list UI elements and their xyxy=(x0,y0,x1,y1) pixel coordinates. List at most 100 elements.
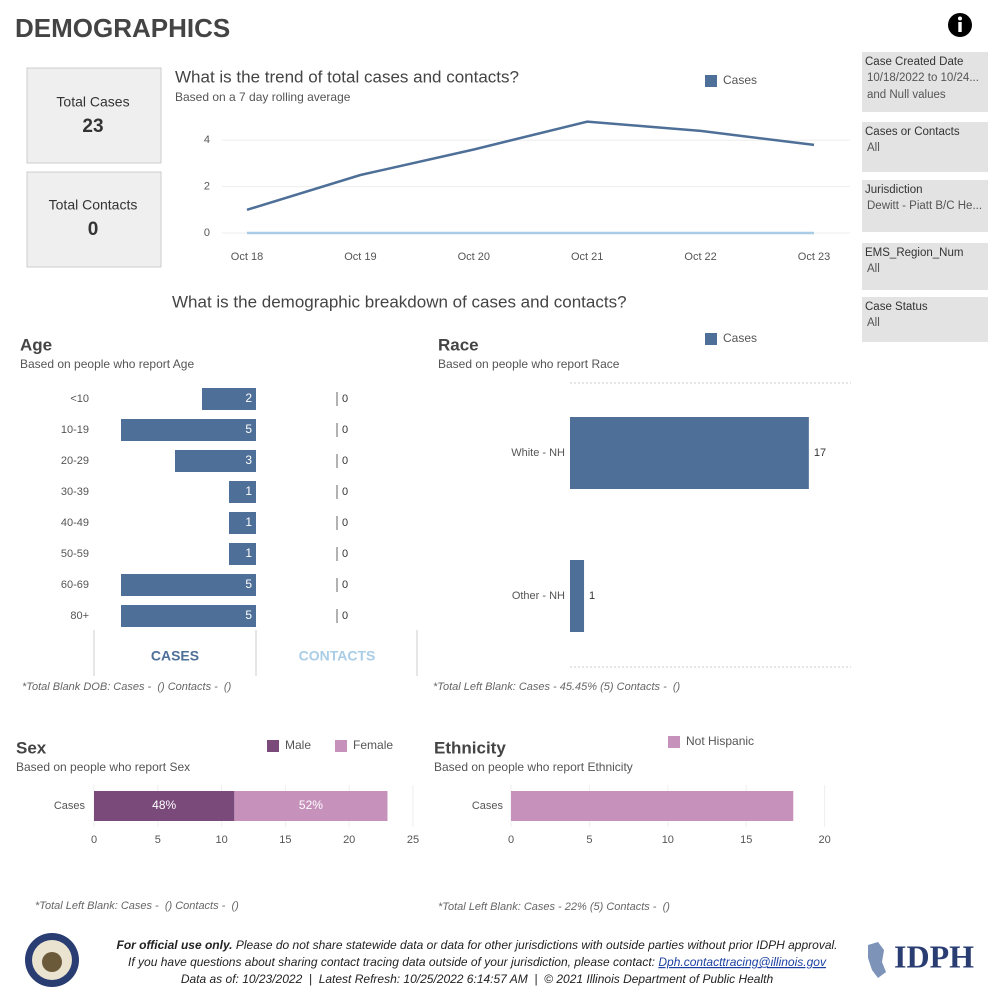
value-label: 1 xyxy=(245,546,252,560)
kpi-box xyxy=(26,171,162,268)
legend-swatch xyxy=(335,740,348,752)
category-label: Cases xyxy=(472,800,504,812)
filter-value[interactable]: All xyxy=(867,263,880,275)
x-tick-label: Oct 19 xyxy=(344,251,376,263)
value-label: 52% xyxy=(299,798,323,812)
filter-value[interactable]: All xyxy=(867,317,880,329)
seal-center xyxy=(42,952,62,972)
filter-label[interactable]: Case Created Date xyxy=(865,56,963,68)
chart-title: Race xyxy=(438,335,479,354)
line-series xyxy=(246,120,815,211)
value-label: 1 xyxy=(245,515,252,529)
x-tick-label: Oct 20 xyxy=(458,251,490,263)
y-tick-label: 2 xyxy=(204,181,210,193)
bar-segment xyxy=(234,791,388,821)
value-label: 0 xyxy=(342,610,348,622)
chart-note: *Total Blank DOB: Cases - () Contacts - … xyxy=(22,681,232,693)
value-label: 5 xyxy=(245,608,252,622)
seal xyxy=(25,933,79,987)
kpi-label: Total Cases xyxy=(56,94,129,110)
value-label: 0 xyxy=(342,455,348,467)
chart-subtitle: Based on people who report Ethnicity xyxy=(434,760,633,774)
category-label: 30-39 xyxy=(61,486,89,498)
value-label: 2 xyxy=(245,391,252,405)
footer-email[interactable]: Dph.contacttracing@illinois.gov xyxy=(658,955,827,969)
category-label: Other - NH xyxy=(512,590,565,602)
footer-text: Please do not share statewide data or da… xyxy=(233,938,838,952)
chart-note: *Total Left Blank: Cases - 22% (5) Conta… xyxy=(438,901,670,913)
legend-label: Not Hispanic xyxy=(686,734,754,748)
bar xyxy=(202,388,256,410)
info-icon[interactable] xyxy=(948,13,972,37)
bar-segment xyxy=(94,791,235,821)
legend-swatch xyxy=(705,333,717,345)
legend-swatch xyxy=(705,75,717,87)
info-dot[interactable] xyxy=(958,16,962,21)
y-tick-label: 0 xyxy=(204,227,210,239)
x-tick-label: Oct 22 xyxy=(684,251,716,263)
x-tick-label: Oct 23 xyxy=(798,251,830,263)
value-label: 0 xyxy=(342,486,348,498)
category-label: 20-29 xyxy=(61,455,89,467)
x-tick-label: 0 xyxy=(508,834,514,846)
x-tick-label: 25 xyxy=(407,834,419,846)
value-label: 17 xyxy=(814,447,826,459)
x-tick-label: 20 xyxy=(819,834,831,846)
chart-subtitle: Based on people who report Age xyxy=(20,357,194,371)
bar xyxy=(229,481,256,503)
category-label: <10 xyxy=(70,393,89,405)
category-label: 80+ xyxy=(70,610,89,622)
kpi-value: 0 xyxy=(88,219,99,240)
chart-note: *Total Left Blank: Cases - 45.45% (5) Co… xyxy=(433,681,681,693)
bar xyxy=(570,417,809,489)
filter-box[interactable] xyxy=(862,180,988,232)
category-label: 10-19 xyxy=(61,424,89,436)
filter-label[interactable]: Case Status xyxy=(865,301,928,313)
x-tick-label: 5 xyxy=(586,834,592,846)
chart-subtitle: Based on people who report Sex xyxy=(16,760,190,774)
bar xyxy=(121,574,256,596)
footer-bold: For official use only. xyxy=(116,938,232,952)
chart-note: *Total Left Blank: Cases - () Contacts -… xyxy=(35,900,239,912)
bar xyxy=(511,791,794,821)
footer-line: If you have questions about sharing cont… xyxy=(128,955,827,969)
section-heading: What is the demographic breakdown of cas… xyxy=(172,292,627,311)
filter-box[interactable] xyxy=(862,52,988,112)
state-outline xyxy=(868,942,886,978)
x-tick-label: 15 xyxy=(740,834,752,846)
filter-value[interactable]: Dewitt - Piatt B/C He... xyxy=(867,200,982,212)
value-label: 0 xyxy=(342,517,348,529)
filter-label[interactable]: EMS_Region_Num xyxy=(865,247,963,259)
chart-title: Sex xyxy=(16,738,47,757)
value-label: 0 xyxy=(342,424,348,436)
value-label: 1 xyxy=(245,484,252,498)
filter-label[interactable]: Cases or Contacts xyxy=(865,126,960,138)
category-label: 50-59 xyxy=(61,548,89,560)
value-label: 0 xyxy=(342,393,348,405)
footer-line: For official use only. Please do not sha… xyxy=(116,938,837,952)
filter-box[interactable] xyxy=(862,243,988,290)
value-label: 5 xyxy=(245,422,252,436)
footer-line: Data as of: 10/23/2022 | Latest Refresh:… xyxy=(181,972,774,986)
x-tick-label: 10 xyxy=(662,834,674,846)
x-tick-label: Oct 21 xyxy=(571,251,603,263)
filter-label[interactable]: Jurisdiction xyxy=(865,184,923,196)
value-label: 5 xyxy=(245,577,252,591)
bar xyxy=(121,419,256,441)
age-frame xyxy=(93,630,418,676)
kpi-value: 23 xyxy=(82,116,103,137)
value-label: 48% xyxy=(152,798,176,812)
filter-value[interactable]: 10/18/2022 to 10/24... xyxy=(867,72,979,84)
y-tick-label: 4 xyxy=(204,134,210,146)
filter-box[interactable] xyxy=(862,122,988,172)
x-tick-label: 15 xyxy=(279,834,291,846)
filter-value[interactable]: and Null values xyxy=(867,89,946,101)
value-label: 0 xyxy=(342,579,348,591)
x-tick-label: 5 xyxy=(155,834,161,846)
filter-value[interactable]: All xyxy=(867,142,880,154)
bar xyxy=(175,450,256,472)
filter-box[interactable] xyxy=(862,297,988,342)
category-label: 40-49 xyxy=(61,517,89,529)
info-stem[interactable] xyxy=(958,22,962,32)
